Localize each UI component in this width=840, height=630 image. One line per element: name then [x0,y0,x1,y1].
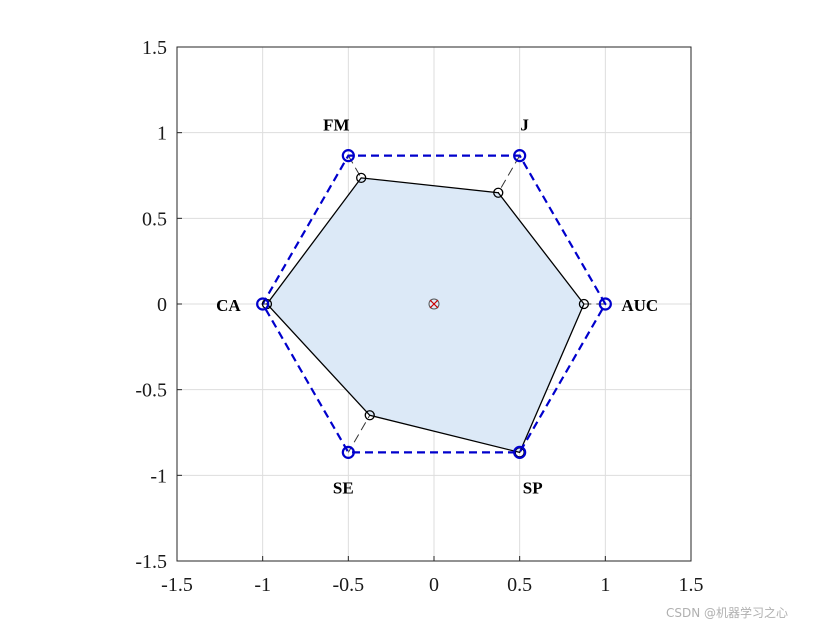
y-tick-labels: 1.5 1 0.5 0 -0.5 -1 -1.5 [135,37,167,573]
reference-point-marker [598,297,612,311]
axis-label-auc: AUC [621,296,658,315]
reference-point-marker [341,445,355,459]
reference-point-marker [341,149,355,163]
axis-label-j: J [520,116,529,135]
x-tick-label: 0 [429,574,439,596]
center-marker [428,298,440,310]
x-tick-label: -1.5 [161,574,193,596]
reference-point-marker [513,445,527,459]
data-point-marker [578,298,590,310]
y-tick-label: -1 [150,465,167,487]
reference-point-marker [513,149,527,163]
axis-label-ca: CA [216,296,241,315]
data-point-marker [364,410,375,421]
data-point-marker [493,187,504,198]
axis-label-sp: SP [523,478,543,497]
x-tick-label: -1 [254,574,271,596]
center-circle [428,298,440,310]
reference-point-marker [256,297,270,311]
y-tick-label: 0 [157,294,167,316]
x-tick-label: 1.5 [679,574,704,596]
axis-label-fm: FM [323,116,349,135]
axis-label-se: SE [333,478,354,497]
data-point-marker [356,172,367,184]
data-polygon [266,177,585,454]
watermark: CSDN @机器学习之心 [666,606,789,620]
y-tick-label: 1.5 [142,37,167,59]
x-tick-label: 0.5 [507,574,532,596]
plot-area-frame [176,46,692,562]
reference-markers [256,149,612,459]
y-tick-label: -0.5 [135,380,167,402]
y-tick-label: 1 [157,123,167,145]
x-tick-label: 1 [600,574,610,596]
center-cross-b [429,299,439,309]
y-tick-label: 0.5 [142,208,167,230]
y-tick-label: -1.5 [135,551,167,573]
x-tick-label: -0.5 [332,574,364,596]
x-tick-labels: -1.5 -1 -0.5 0 0.5 1 1.5 [161,574,703,596]
axis-labels: AUC J FM CA SE SP [216,116,658,498]
